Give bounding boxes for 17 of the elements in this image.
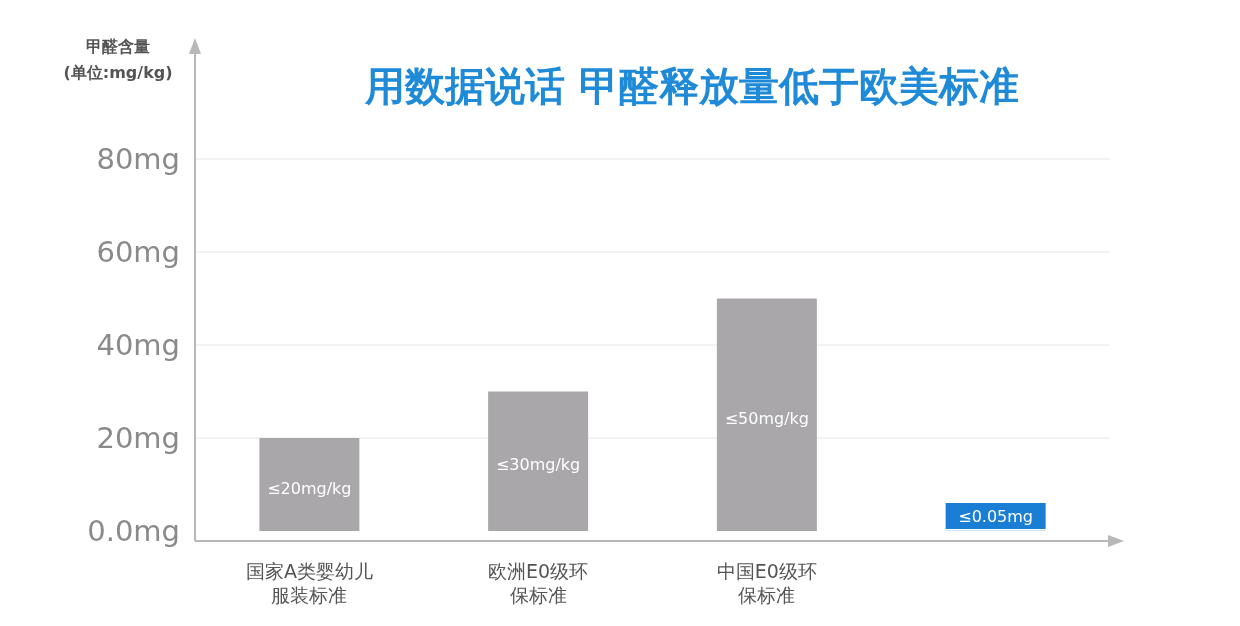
x-tick-label: 中国E0级环保标准	[716, 560, 817, 606]
bar	[259, 438, 360, 531]
y-axis-title: 甲醛含量 (单位:mg/kg)	[63, 37, 173, 82]
data-label: ≤30mg/kg	[495, 455, 581, 475]
x-tick-label: 国家A类婴幼儿服装标准	[245, 560, 373, 606]
bar	[488, 391, 589, 531]
y-tick-label: 20mg	[96, 421, 180, 455]
data-label: ≤20mg/kg	[267, 478, 352, 498]
y-tick-label: 60mg	[96, 235, 180, 269]
bar	[716, 298, 817, 531]
chart-title: 用数据说话 甲醛释放量低于欧美标准	[364, 63, 1019, 109]
y-tick-label: 0.0mg	[87, 514, 180, 548]
x-tick-label: 欧洲E0级环保标准	[488, 560, 589, 606]
y-tick-label: 80mg	[96, 142, 180, 176]
y-tick-label: 40mg	[96, 328, 180, 362]
data-label: ≤50mg/kg	[724, 408, 810, 428]
data-label: ≤0.05mg	[958, 507, 1034, 526]
